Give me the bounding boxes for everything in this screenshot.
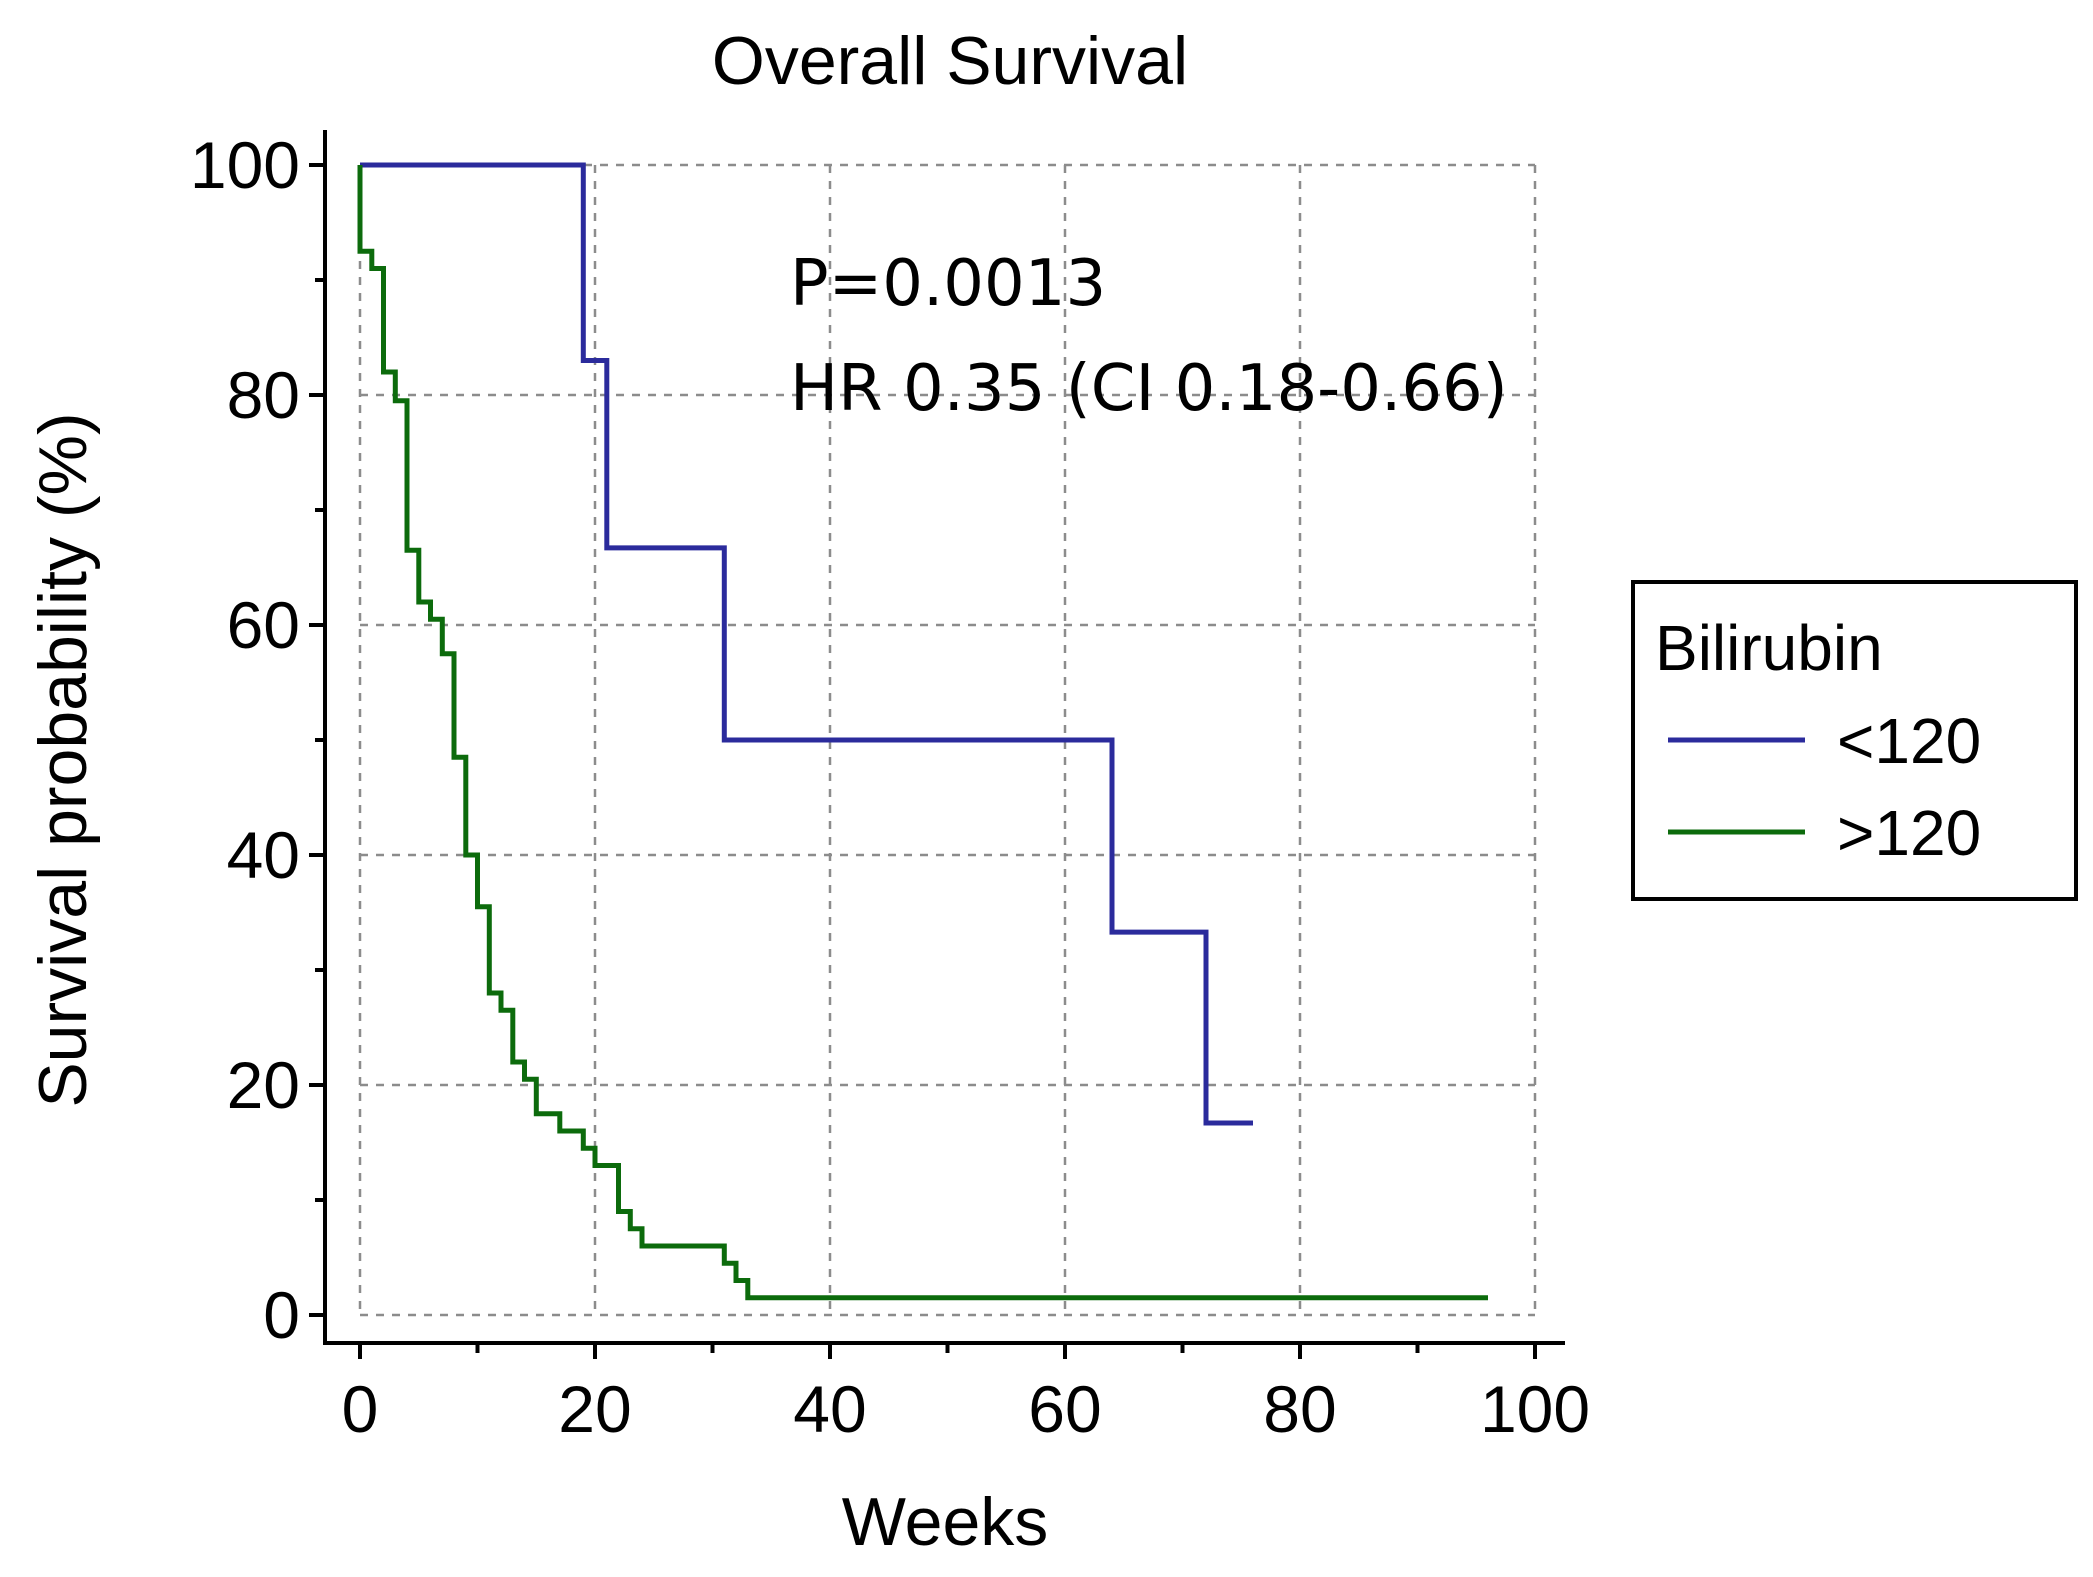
hazard-ratio-annotation: HR 0.35 (CI 0.18-0.66) <box>790 352 1508 426</box>
axis-lines <box>323 130 1565 1345</box>
legend-title: Bilirubin <box>1655 612 1883 684</box>
legend: Bilirubin <120 >120 <box>1631 580 2078 901</box>
axis-ticks <box>309 163 1537 1359</box>
y-tick-label: 80 <box>227 358 300 432</box>
series-line-gt120 <box>357 165 1488 1301</box>
x-tick-label: 60 <box>1028 1372 1101 1446</box>
y-axis-label: Survival probability (%) <box>25 412 101 1107</box>
y-tick-label: 40 <box>227 818 300 892</box>
y-tick-label: 100 <box>190 128 300 202</box>
series-line-lt120 <box>360 162 1253 1126</box>
x-tick-label: 0 <box>342 1372 379 1446</box>
y-tick-label: 20 <box>227 1048 300 1122</box>
series-lines <box>357 162 1488 1301</box>
legend-label-lt120: <120 <box>1837 705 1981 777</box>
chart-title: Overall Survival <box>712 23 1188 99</box>
x-axis-label: Weeks <box>842 1484 1049 1560</box>
x-tick-label: 80 <box>1263 1372 1336 1446</box>
x-tick-label: 20 <box>558 1372 631 1446</box>
x-tick-label: 100 <box>1480 1372 1590 1446</box>
legend-label-gt120: >120 <box>1837 797 1981 869</box>
y-tick-label: 0 <box>263 1278 300 1352</box>
y-tick-label: 60 <box>227 588 300 662</box>
x-tick-labels: 0 20 40 60 80 100 <box>342 1372 1590 1446</box>
p-value-annotation: P=0.0013 <box>790 247 1106 321</box>
y-tick-labels: 0 20 40 60 80 100 <box>190 128 300 1352</box>
x-tick-label: 40 <box>793 1372 866 1446</box>
